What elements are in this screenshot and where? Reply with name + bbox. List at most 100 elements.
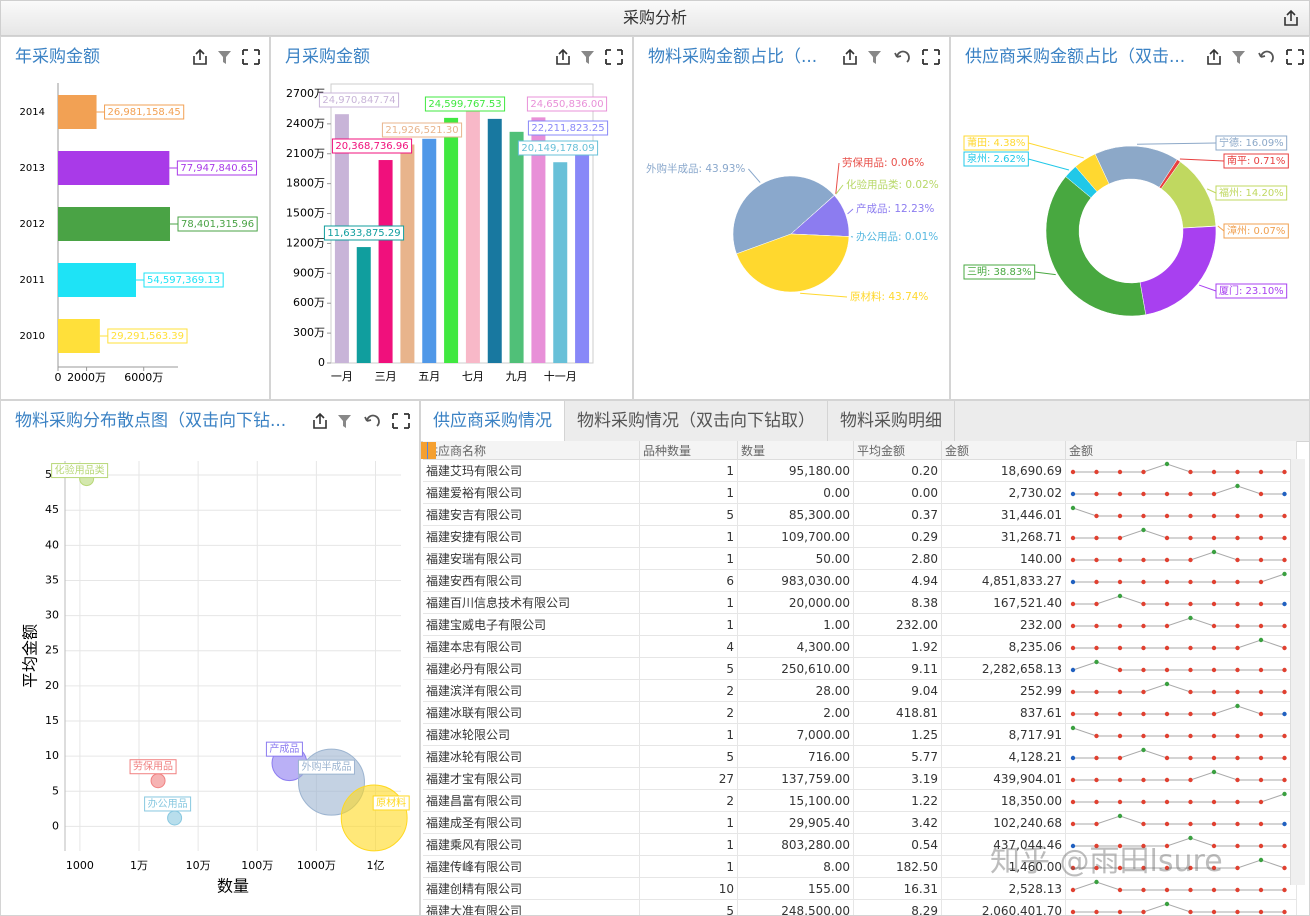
spark-line: [1072, 507, 1285, 517]
bar: [444, 117, 459, 363]
cell-text: 0.29: [911, 529, 938, 544]
y-tick-label: 2012: [20, 219, 45, 230]
spark-dot: [1258, 733, 1264, 739]
spark-dot: [1141, 601, 1146, 607]
cell: 福建成圣有限公司: [426, 814, 636, 831]
panel-icons[interactable]: [554, 48, 624, 66]
sparkline: [1070, 483, 1287, 497]
cell: 3.42: [857, 816, 938, 830]
cell: 0.29: [857, 530, 938, 544]
spark-dot: [1282, 469, 1287, 475]
spark-dot: [1188, 579, 1193, 585]
table-cell: 1: [639, 811, 738, 834]
leader: [835, 162, 840, 195]
spark-dot: [1094, 843, 1099, 849]
tab[interactable]: 物料采购情况（双击向下钻取）: [565, 401, 828, 441]
cell-text: 2.80: [911, 551, 938, 566]
cell: 2,730.02: [945, 486, 1062, 500]
bar: [356, 247, 371, 363]
spark-dot: [1094, 623, 1099, 629]
table-cell: 1: [639, 591, 738, 614]
tab[interactable]: 物料采购明细: [828, 401, 955, 441]
table-cell: 27: [639, 767, 738, 790]
y-tick-label: 20: [45, 679, 59, 692]
cell-text: 15,100.00: [788, 793, 850, 808]
panel-icons[interactable]: [311, 412, 411, 430]
spark-dot: [1117, 645, 1123, 651]
sparkline-cell: [1065, 569, 1297, 592]
cell: 232.00: [857, 618, 938, 632]
cell: 28.00: [741, 684, 850, 698]
spark-dot: [1282, 755, 1287, 761]
chart: 0 2000万 6000万 2014 26,981,158.45 2013 77,947,8…: [20, 83, 258, 384]
table-cell: 2,282,658.13: [421, 442, 1066, 680]
cell: 福建宝威电子有限公司: [426, 616, 636, 633]
cell: 福建安捷有限公司: [426, 528, 636, 545]
spark-dot: [1094, 579, 1099, 585]
cell: 8.00: [741, 860, 850, 874]
spark-dot: [1117, 711, 1123, 717]
column-header: 供应商名称: [423, 441, 640, 460]
cell-text: 福建安瑞有限公司: [426, 552, 523, 566]
cell-text: 29,905.40: [788, 815, 850, 830]
table-cell: 250,610.00: [421, 442, 854, 680]
sparkline: [1070, 769, 1287, 783]
cell: 福建滨洋有限公司: [426, 682, 636, 699]
sparkline-cell: [1065, 591, 1297, 614]
cell-text: 18,690.69: [1000, 463, 1062, 478]
table-row: 福建本忠有限公司 4 4,300.00 1.92 8,235.06: [423, 635, 1297, 658]
panel-icons[interactable]: [1205, 48, 1305, 66]
cell-text: 福建安吉有限公司: [426, 508, 523, 522]
cell: 8,235.06: [945, 640, 1062, 654]
panel-icons[interactable]: [841, 48, 941, 66]
cell: 福建创精有限公司: [426, 880, 636, 897]
table-cell: 1: [639, 547, 738, 570]
spark-dot: [1164, 667, 1170, 673]
column-header: 金额: [1065, 441, 1297, 460]
spark-dot: [1164, 601, 1170, 607]
cell: 福建安西有限公司: [426, 572, 636, 589]
spark-dot: [1117, 579, 1123, 585]
table-row: 福建创精有限公司 10 155.00 16.31 2,528.13: [423, 877, 1297, 900]
spark-dot: [1070, 725, 1076, 731]
spark-dot: [1211, 601, 1217, 607]
panel-title: 物料采购金额占比（...: [648, 47, 818, 67]
label-box: [297, 759, 355, 775]
cell: 109,700.00: [421, 442, 850, 544]
sparkline-cell: [1065, 547, 1297, 570]
y-tick-label: 40: [45, 538, 59, 551]
y-tick-label: 45: [45, 503, 59, 516]
spark-dot: [1117, 733, 1123, 739]
cell: 1: [643, 838, 734, 852]
spark-dot: [1164, 645, 1170, 651]
spark-dot: [1211, 689, 1217, 695]
cell-text: 1: [726, 529, 734, 544]
cell-text: 0.37: [911, 507, 938, 522]
cell: 137,759.00: [421, 442, 850, 786]
spark-dot: [1117, 491, 1123, 497]
spark-dot: [1094, 491, 1099, 497]
table-cell: 福建爱裕有限公司: [423, 481, 640, 504]
sparkline: [1070, 747, 1287, 761]
table-row: 福建艾玛有限公司 1 95,180.00 0.20 18,690.69: [423, 459, 1297, 482]
spark-dot: [1211, 733, 1217, 739]
spark-dot: [1235, 689, 1240, 695]
cell-text: 1: [726, 595, 734, 610]
label-box: [526, 96, 608, 112]
spark-dot: [1258, 513, 1264, 519]
scrollbar[interactable]: [1290, 459, 1305, 885]
x-tick-label: 一月: [331, 370, 353, 383]
spark-line: [1073, 485, 1285, 495]
panel-icons[interactable]: [191, 48, 261, 66]
cell-text: 8.38: [911, 595, 938, 610]
bar: [58, 207, 171, 241]
spark-dot: [1282, 623, 1287, 629]
cell: 2,060,401.70: [421, 442, 1062, 915]
export-icon[interactable]: [1282, 9, 1300, 27]
table-cell: 1: [639, 525, 738, 548]
cell-text: 16.31: [903, 881, 938, 896]
tab[interactable]: 供应商采购情况: [421, 401, 565, 441]
cell: 1: [643, 596, 734, 610]
spark-dot: [1282, 733, 1287, 739]
cell-text: 8,717.91: [1008, 727, 1062, 742]
